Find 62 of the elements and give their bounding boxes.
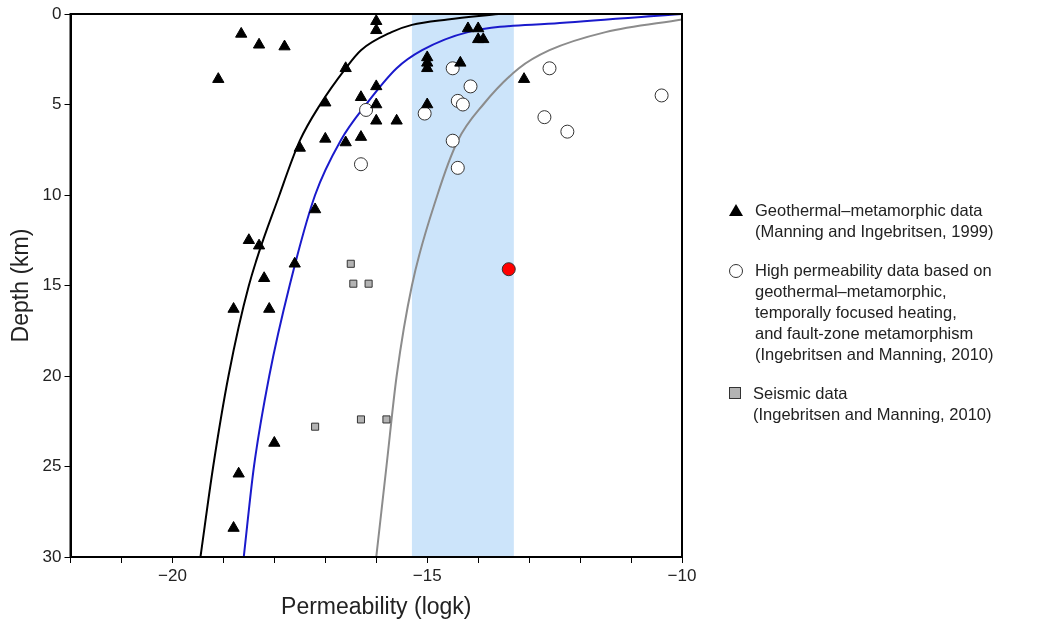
- point: [417, 106, 432, 121]
- point: [370, 14, 383, 25]
- point: [354, 130, 368, 141]
- y-tick-label: 25: [42, 456, 62, 476]
- point: [445, 61, 460, 76]
- point: [349, 279, 358, 288]
- point: [288, 256, 301, 268]
- point: [421, 97, 434, 109]
- point: [370, 97, 383, 109]
- point: [346, 259, 355, 268]
- point: [370, 113, 383, 125]
- y-tick-label: 10: [42, 184, 62, 204]
- point: [354, 90, 368, 102]
- legend-label: Geothermal–metamorphic data (Manning and Ingebritsen, 1999): [755, 200, 994, 242]
- point: [212, 72, 225, 83]
- y-tick-label: 20: [42, 365, 62, 385]
- point: [339, 61, 352, 73]
- point: [501, 262, 516, 277]
- point: [252, 37, 266, 49]
- point: [339, 135, 352, 147]
- point: [278, 39, 291, 51]
- point: [319, 131, 332, 143]
- point: [242, 233, 255, 244]
- x-tick-label: −10: [667, 565, 697, 585]
- y-tick-label: 30: [42, 546, 62, 566]
- point: [463, 79, 478, 94]
- point: [263, 302, 276, 313]
- line-series: [375, 18, 682, 557]
- point: [268, 435, 281, 447]
- point: [472, 21, 485, 33]
- point: [356, 415, 365, 424]
- point: [311, 422, 320, 431]
- point: [455, 97, 470, 112]
- x-tick-label: −15: [412, 565, 442, 585]
- y-tick-label: 0: [52, 3, 62, 23]
- point: [445, 133, 460, 148]
- point: [364, 279, 373, 288]
- point: [227, 521, 240, 532]
- x-axis-title: Permeability (logk): [281, 592, 472, 619]
- point: [517, 72, 531, 83]
- y-tick-label: 15: [42, 275, 62, 295]
- point: [359, 102, 374, 117]
- y-axis-title: Depth (km): [7, 228, 34, 343]
- point: [370, 79, 383, 91]
- point: [461, 21, 475, 33]
- point: [390, 113, 403, 125]
- point: [252, 238, 266, 250]
- legend-label: High permeability data based on geothermal–metamorphic, temporally focused heating, and fault-zone metamorphism (Ingebritsen and Manning, 2010): [755, 260, 994, 365]
- point: [232, 466, 245, 478]
- point: [308, 202, 322, 214]
- point: [258, 271, 271, 283]
- y-tick-label: 5: [52, 94, 62, 114]
- x-tick-label: −20: [158, 565, 187, 585]
- point: [319, 95, 332, 107]
- point: [382, 415, 391, 424]
- legend-label: Seismic data (Ingebritsen and Manning, 2010): [753, 383, 992, 425]
- point: [477, 32, 490, 44]
- point: [227, 302, 240, 313]
- point: [454, 55, 467, 67]
- point: [235, 26, 248, 38]
- point: [450, 160, 465, 175]
- point: [293, 140, 306, 152]
